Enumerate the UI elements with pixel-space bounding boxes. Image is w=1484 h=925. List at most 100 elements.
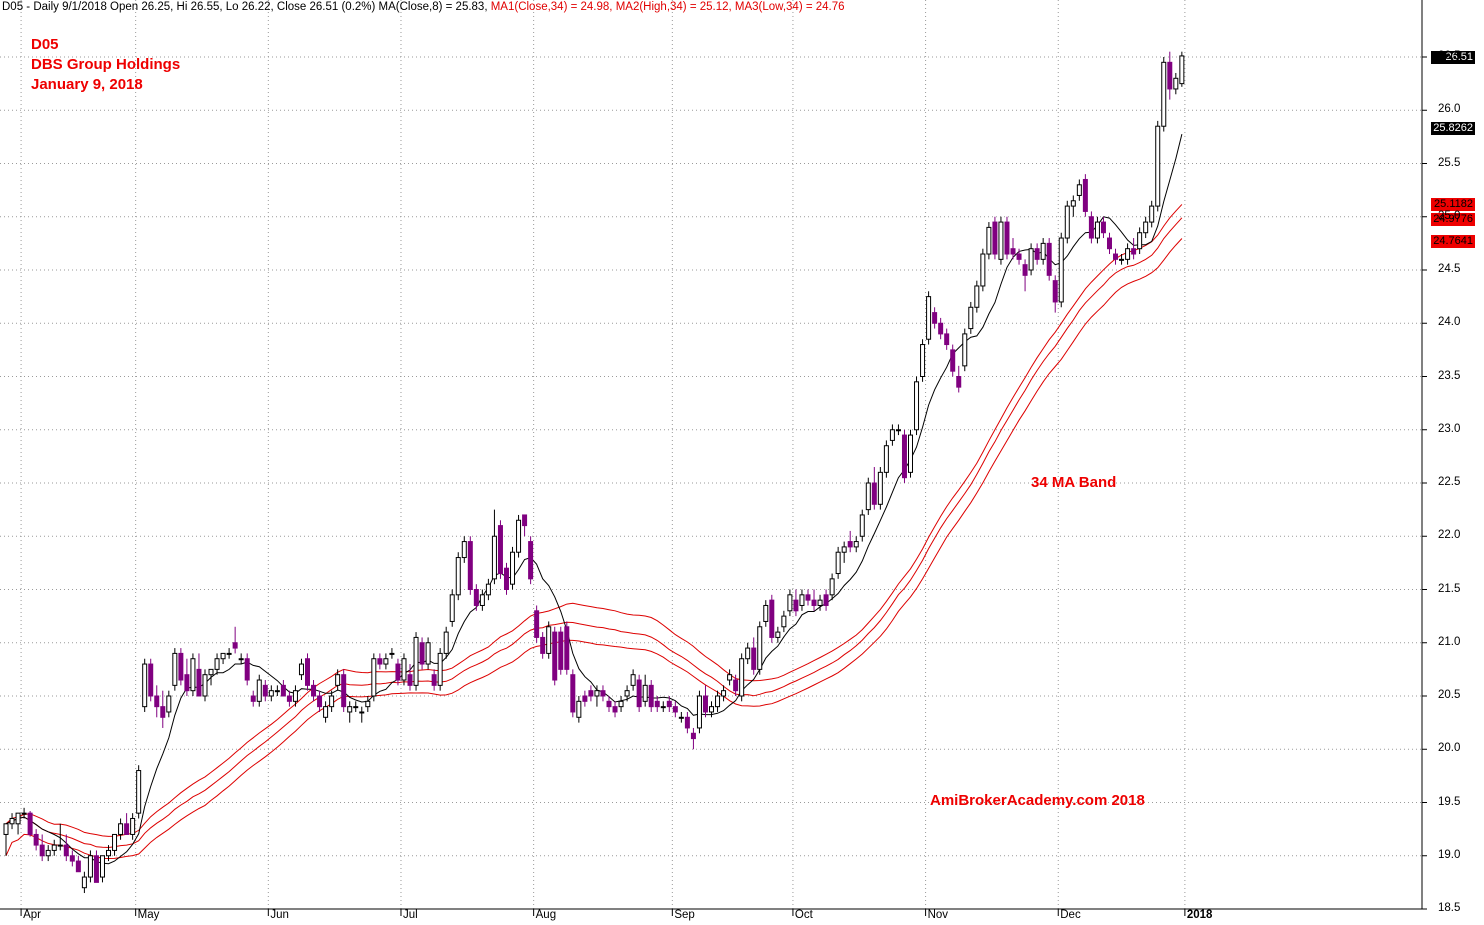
header-ohlc: D05 - Daily 9/1/2018 Open 26.25, Hi 26.5…: [2, 1, 491, 13]
candle-body: [950, 349, 956, 372]
candle-body: [1058, 237, 1064, 303]
candle-body: [413, 636, 419, 686]
y-tick-label: 18.5: [1438, 902, 1461, 914]
candle-body: [1010, 248, 1016, 255]
candle-body: [636, 679, 642, 708]
candle-body: [678, 716, 684, 719]
candle-body: [1155, 125, 1161, 207]
candle-body: [1179, 55, 1185, 85]
candle-body: [160, 706, 166, 718]
y-tick-label: 23.0: [1438, 422, 1461, 435]
candle-body: [1167, 61, 1173, 90]
candle-body: [473, 589, 479, 606]
ma-high-band-line: [5, 204, 1183, 837]
y-tick-label: 19.0: [1438, 848, 1461, 861]
chart-grid: [0, 0, 1422, 910]
candle-body: [841, 546, 847, 553]
candle-body: [853, 541, 859, 548]
candle-body: [968, 306, 974, 330]
candle-body: [769, 599, 775, 638]
candle-body: [3, 823, 9, 835]
candle-body: [974, 285, 980, 308]
x-tick-label: Nov: [927, 909, 949, 921]
candle-body: [317, 695, 323, 708]
candle-body: [87, 855, 93, 878]
candle-body: [829, 578, 835, 596]
candle-body: [9, 817, 15, 825]
candle-body: [702, 695, 708, 713]
x-tick-label: Oct: [794, 909, 813, 921]
candle-body: [660, 706, 666, 709]
candle-body: [835, 551, 841, 575]
y-tick-label: 20.0: [1438, 742, 1461, 755]
candle-body: [166, 695, 172, 713]
candle-body: [106, 849, 112, 857]
symbol-label: D05: [31, 36, 59, 53]
header-ma3: MA3(Low,34) = 24.76: [734, 1, 845, 13]
x-tick-label: Jun: [270, 909, 289, 921]
candle-body: [986, 226, 992, 255]
candle-body: [497, 525, 503, 575]
candle-body: [51, 844, 57, 851]
candle-body: [781, 615, 787, 628]
candle-body: [1137, 232, 1143, 250]
candle-body: [286, 695, 292, 702]
candle-body: [1076, 184, 1082, 196]
company-label: DBS Group Holdings: [31, 56, 181, 73]
candle-body: [190, 658, 196, 692]
y-tick-label: 22.0: [1438, 529, 1461, 542]
candle-body: [202, 674, 208, 697]
band-label: 34 MA Band: [1031, 474, 1117, 491]
candle-body: [570, 674, 576, 713]
candle-body: [594, 690, 600, 697]
candle-body: [1131, 248, 1137, 255]
candle-body: [479, 594, 485, 606]
ma-low-band-line: [5, 238, 1183, 860]
candle-body: [962, 333, 968, 367]
candle-body: [588, 690, 594, 697]
candle-body: [491, 535, 497, 580]
candle-body: [208, 668, 214, 676]
candle-body: [353, 706, 359, 709]
candle-body: [1052, 280, 1058, 303]
candle-body: [1022, 264, 1028, 276]
candle-body: [1149, 205, 1155, 223]
candle-body: [823, 594, 829, 606]
candle-body: [690, 732, 696, 740]
candle-body: [485, 583, 491, 596]
candle-body: [775, 631, 781, 638]
candle-body: [311, 684, 317, 697]
candle-body: [298, 663, 304, 676]
candle-body: [503, 567, 509, 591]
candle-body: [865, 482, 871, 511]
candle-body: [793, 599, 799, 612]
candle-body: [1161, 61, 1167, 127]
candle-body: [383, 658, 389, 665]
candle-body: [920, 344, 926, 377]
x-tick-label: Dec: [1060, 909, 1081, 921]
x-tick-label: Jul: [402, 909, 418, 921]
candle-body: [847, 541, 853, 548]
candle-body: [510, 551, 516, 585]
x-tick-label: Aug: [535, 909, 557, 921]
chart-axes: [0, 0, 1427, 916]
candle-body: [268, 690, 274, 697]
candle-body: [938, 322, 944, 335]
candle-body: [112, 833, 118, 851]
y-tick-label: 26.0: [1438, 103, 1461, 116]
candle-body: [1119, 258, 1125, 261]
watermark-label: AmiBrokerAcademy.com 2018: [930, 792, 1145, 809]
candle-body: [238, 658, 244, 661]
candle-body: [956, 376, 962, 388]
candle-body: [558, 631, 564, 670]
candle-body: [733, 679, 739, 692]
candle-body: [618, 700, 624, 708]
y-tick-label: 25.5: [1438, 156, 1461, 169]
candle-body: [437, 652, 443, 686]
candle-body: [401, 658, 407, 681]
candle-body: [443, 631, 449, 654]
candle-body: [564, 626, 570, 670]
ma-high-price-tag: 25.1182: [1431, 198, 1475, 211]
candle-body: [365, 700, 371, 708]
